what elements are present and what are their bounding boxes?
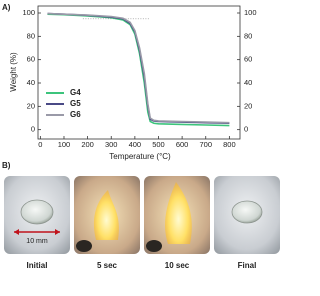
x-axis-label: Temperature (°C) [109,152,171,161]
y2-tick-label: 40 [244,78,252,87]
flame [165,182,192,244]
y2-tick-label: 100 [244,8,257,17]
x-tick-label: 300 [105,140,118,149]
legend-label: G6 [70,110,81,119]
y-tick-label: 80 [27,31,35,40]
figure: A) B) Weight (%) Temperature (°C) 10 mm … [2,3,280,270]
photo-caption: Initial [27,261,48,270]
x-tick-label: 200 [81,140,94,149]
legend-label: G4 [70,88,81,97]
photo-caption: 5 sec [97,261,118,270]
x-tick-label: 600 [176,140,189,149]
x-tick-label: 100 [58,140,71,149]
y2-tick-label: 0 [244,125,248,134]
y-axis-label: Weight (%) [9,52,18,92]
y-tick-label: 60 [27,55,35,64]
burner [76,240,92,252]
series-line [47,13,230,127]
scale-bar-label: 10 mm [26,238,48,245]
series-line [47,12,230,124]
y2-tick-label: 60 [244,55,252,64]
photo-caption: Final [238,261,257,270]
sample [20,199,54,225]
panel-label: B) [2,161,11,170]
flame [93,190,119,240]
y-tick-label: 40 [27,78,35,87]
x-tick-label: 400 [129,140,142,149]
y-tick-label: 100 [22,8,35,17]
y2-tick-label: 20 [244,101,252,110]
x-tick-label: 0 [38,140,42,149]
sample [231,200,263,224]
x-tick-label: 500 [152,140,165,149]
y2-tick-label: 80 [244,31,252,40]
y-tick-label: 0 [31,125,35,134]
photo-caption: 10 sec [165,261,190,270]
legend-label: G5 [70,99,81,108]
y-tick-label: 20 [27,101,35,110]
scale-bar-arrow [14,229,60,235]
x-tick-label: 800 [223,140,236,149]
plot-frame [37,5,241,140]
panel-label: A) [2,3,11,12]
photo-panel: 10 mm [4,176,280,254]
burner [146,240,162,252]
x-tick-label: 700 [199,140,212,149]
